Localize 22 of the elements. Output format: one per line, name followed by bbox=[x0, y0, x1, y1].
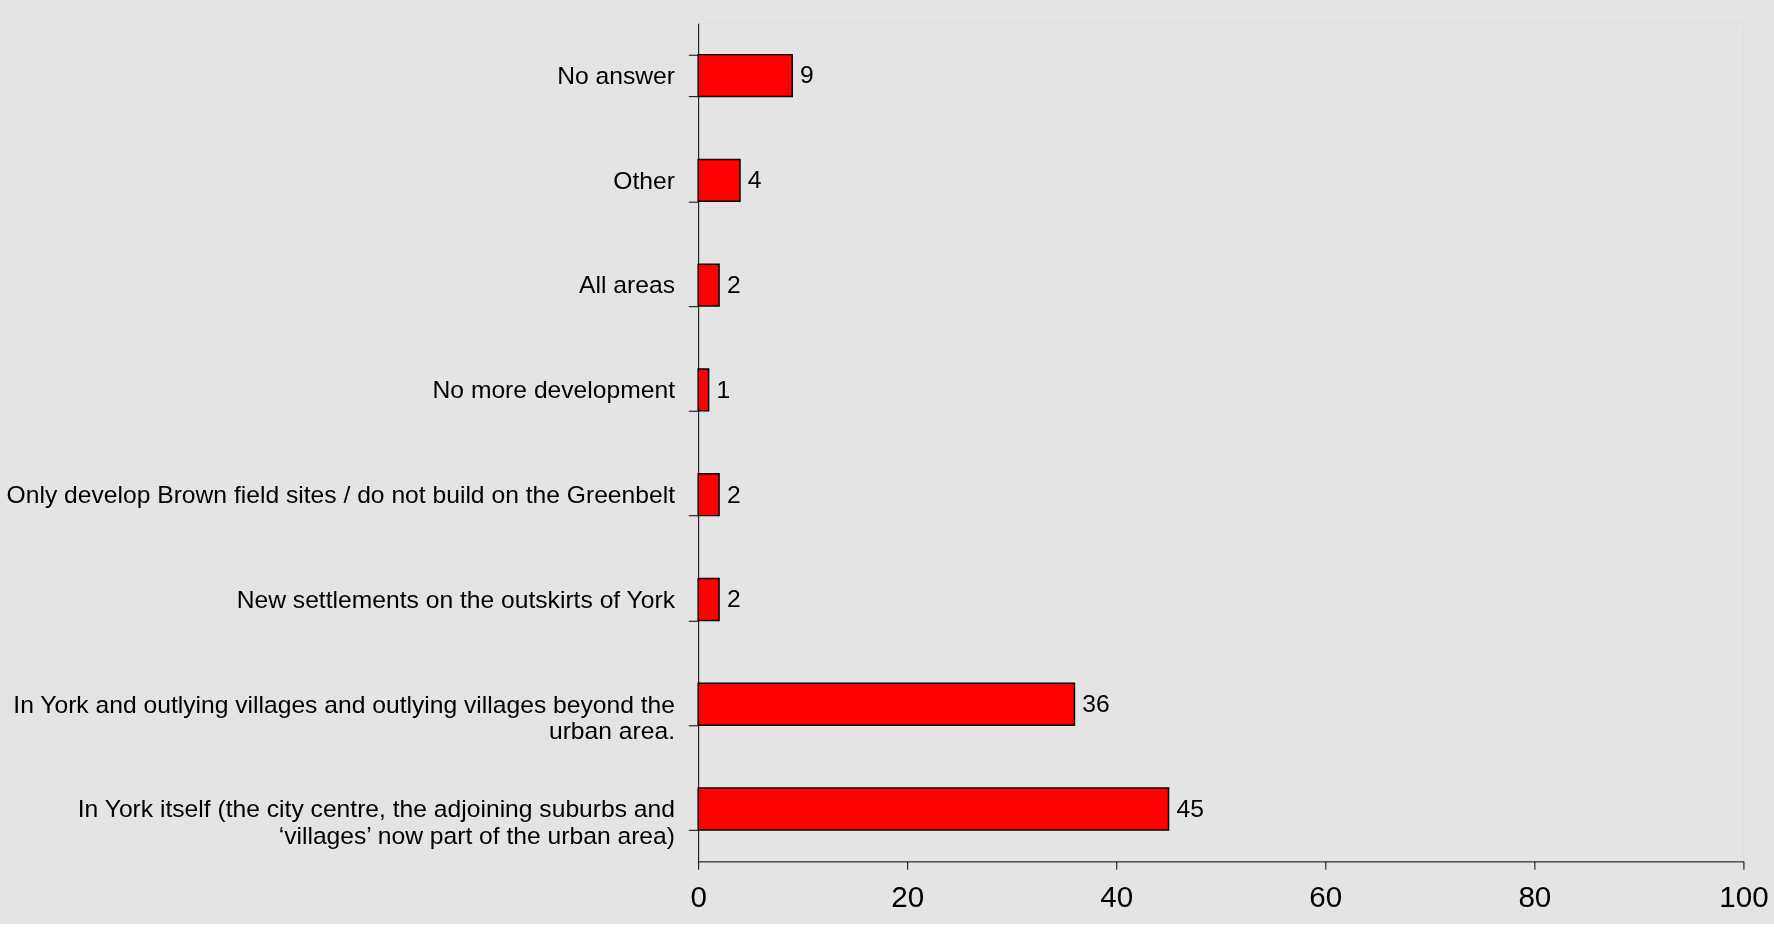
x-tick-label: 60 bbox=[1309, 880, 1343, 914]
data-label: 2 bbox=[726, 585, 741, 613]
y-tick-label: All areas bbox=[579, 271, 675, 299]
data-label: 2 bbox=[726, 271, 741, 299]
x-tick-label: 20 bbox=[891, 880, 925, 914]
data-label: 4 bbox=[747, 166, 762, 194]
data-label: 2 bbox=[726, 480, 741, 508]
data-label: 1 bbox=[716, 375, 731, 403]
y-tick-label: Other bbox=[613, 166, 675, 194]
data-label: 9 bbox=[800, 61, 814, 89]
y-tick-label: In York itself (the city centre, the adjoining suburbs and ‘villages’ now part of the urban area) bbox=[77, 795, 675, 849]
x-tick-label: 40 bbox=[1100, 880, 1134, 914]
y-tick-label: In York and outlying villages and outlying villages beyond the urban area. bbox=[13, 690, 675, 745]
x-tick-label: 100 bbox=[1719, 880, 1769, 914]
data-label: 36 bbox=[1082, 690, 1110, 718]
y-tick-label: New settlements on the outskirts of York bbox=[236, 585, 676, 613]
x-tick-label: 0 bbox=[690, 880, 707, 914]
y-tick-label: No answer bbox=[557, 61, 675, 89]
y-tick-label: Only develop Brown field sites / do not build on the Greenbelt bbox=[6, 481, 676, 509]
x-tick-label: 80 bbox=[1518, 880, 1552, 914]
y-tick-label: No more development bbox=[432, 376, 676, 404]
data-label: 45 bbox=[1176, 794, 1204, 822]
